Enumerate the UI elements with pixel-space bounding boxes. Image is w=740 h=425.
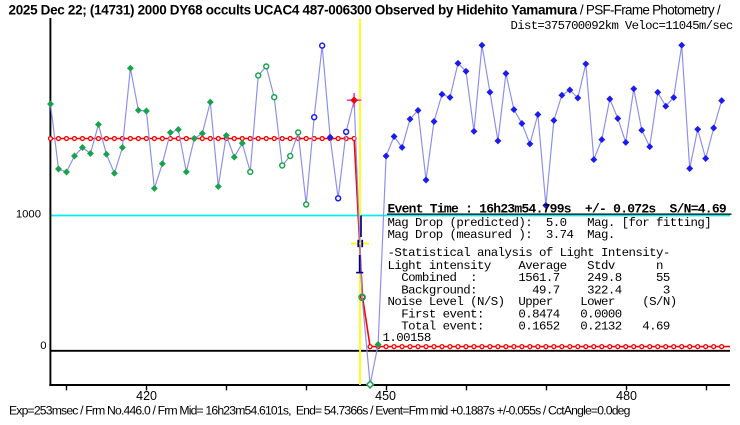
svg-text:First event: 0.8474 0.00: First event: 0.8474 0.0000 bbox=[388, 308, 622, 322]
svg-text:1000: 1000 bbox=[16, 208, 41, 220]
svg-text:Noise Level (N/S) Upper Lo: Noise Level (N/S) Upper Lower (S/N) bbox=[388, 295, 677, 309]
svg-text:Light intensity Average S: Light intensity Average Stdv n bbox=[388, 259, 664, 273]
svg-text:0: 0 bbox=[40, 340, 46, 352]
svg-text:480: 480 bbox=[616, 389, 637, 403]
svg-text:2025 Dec 22; (14731) 2000 DY68: 2025 Dec 22; (14731) 2000 DY68 occults U… bbox=[9, 2, 721, 17]
svg-text:Mag Drop (predicted): 5.0 M: Mag Drop (predicted): 5.0 Mag. [for fitt… bbox=[388, 216, 712, 230]
svg-text:Exp=253msec / Frm No.446.0 / F: Exp=253msec / Frm No.446.0 / Frm Mid= 16… bbox=[9, 404, 630, 418]
svg-text:Dist=375700092km Veloc=11045m/: Dist=375700092km Veloc=11045m/sec bbox=[511, 19, 733, 33]
svg-text:Combined : 1561.7 249: Combined : 1561.7 249.8 55 bbox=[388, 271, 670, 285]
svg-text:Background: 49.7 322: Background: 49.7 322.4 3 bbox=[388, 283, 670, 297]
svg-text:-Statistical analysis of Light: -Statistical analysis of Light Intensity… bbox=[388, 246, 670, 260]
svg-text:420: 420 bbox=[136, 389, 157, 403]
svg-text:1.00158: 1.00158 bbox=[383, 331, 431, 345]
svg-text:Mag Drop (measured ): 3.74 M: Mag Drop (measured ): 3.74 Mag. bbox=[388, 228, 615, 242]
svg-text:Total event: 0.1652 0.21: Total event: 0.1652 0.2132 4.69 bbox=[388, 319, 670, 333]
svg-text:450: 450 bbox=[375, 389, 396, 403]
svg-text:Event Time : 16h23m54.799s +/: Event Time : 16h23m54.799s +/- 0.072s S/… bbox=[388, 202, 727, 217]
